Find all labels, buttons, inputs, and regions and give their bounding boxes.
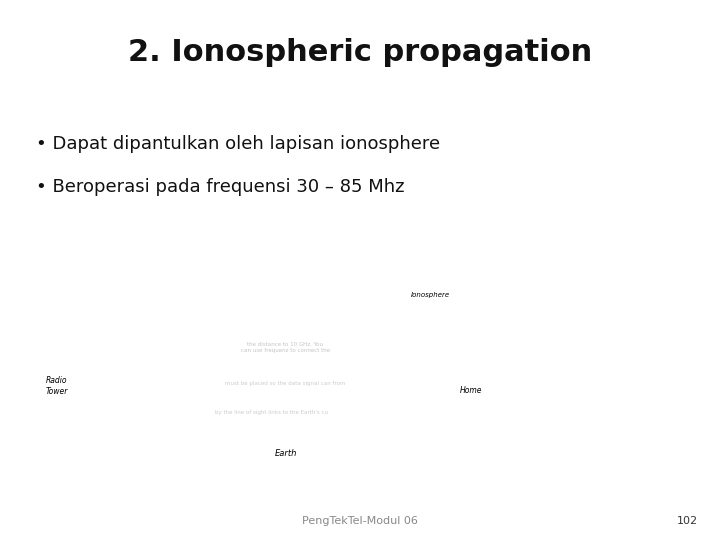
Text: Radio
Tower: Radio Tower	[45, 376, 68, 396]
Text: the distance to 10 GHz. You
can use frequenz to connect the: the distance to 10 GHz. You can use freq…	[241, 342, 330, 353]
Text: Home: Home	[460, 386, 482, 395]
Text: must be placed so the data signal can from: must be placed so the data signal can fr…	[225, 381, 346, 386]
Text: 2. Ionospheric propagation: 2. Ionospheric propagation	[128, 38, 592, 67]
Text: PengTekTel-Modul 06: PengTekTel-Modul 06	[302, 516, 418, 526]
Text: • Beroperasi pada frequensi 30 – 85 Mhz: • Beroperasi pada frequensi 30 – 85 Mhz	[36, 178, 405, 196]
Text: 102: 102	[678, 516, 698, 526]
Text: • Dapat dipantulkan oleh lapisan ionosphere: • Dapat dipantulkan oleh lapisan ionosph…	[36, 135, 440, 153]
Text: Earth: Earth	[274, 449, 297, 458]
Text: Ionosphere: Ionosphere	[411, 292, 450, 298]
Text: by the line of sight links to the Earth's cu: by the line of sight links to the Earth'…	[215, 410, 328, 415]
